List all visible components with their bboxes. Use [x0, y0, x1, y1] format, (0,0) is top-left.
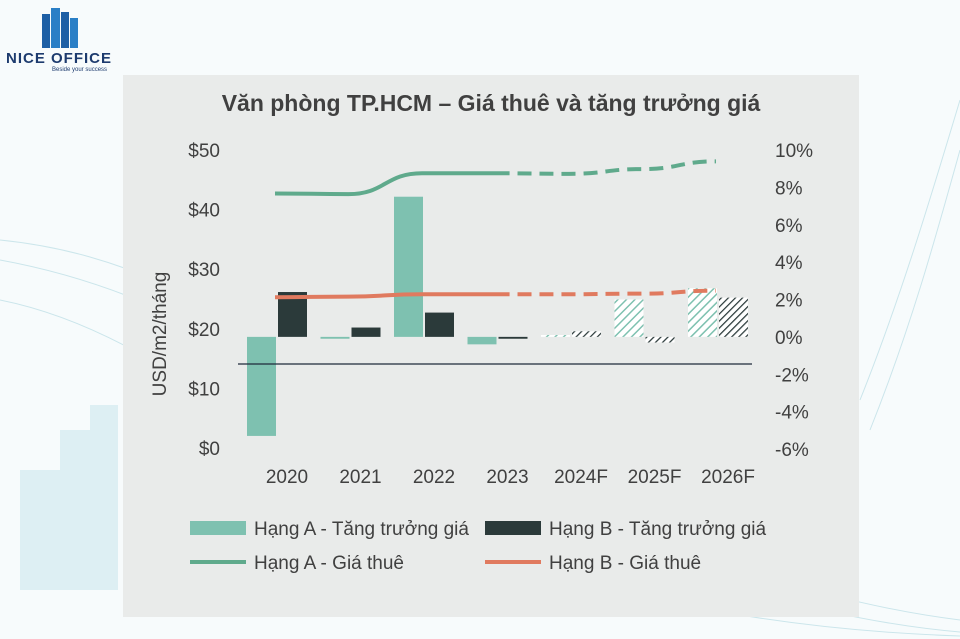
line-hang-b-actual: [274, 292, 496, 300]
y-right-tick-label: -4%: [775, 403, 809, 424]
y-left-tick-label: $40: [188, 201, 220, 222]
bar-hang-b-2021: [351, 327, 381, 337]
line-hang-b-forecast: [495, 288, 717, 297]
bar-hang-b-2023: [498, 336, 528, 339]
bar-hang-a-2024F: [541, 335, 570, 337]
x-tick-label: 2023: [486, 467, 528, 488]
x-tick-label: 2022: [413, 467, 455, 488]
bar-hang-b-2022: [425, 312, 454, 337]
y-right-tick-label: 2%: [775, 291, 803, 312]
brand-tagline: Beside your success: [52, 67, 108, 73]
y-right-tick-label: 6%: [775, 216, 803, 237]
bar-hang-a-2026F: [688, 288, 717, 337]
legend-label: Hạng B - Tăng trưởng giá: [549, 519, 766, 540]
y-left-tick-label: $20: [188, 320, 220, 341]
bar-hang-b-2020: [278, 292, 307, 337]
x-tick-label: 2021: [339, 467, 381, 488]
line-hang-a-actual: [274, 171, 496, 197]
bar-hang-a-2021: [320, 336, 350, 339]
legend-label: Hạng B - Giá thuê: [549, 553, 701, 574]
y-right-tick-label: 10%: [775, 141, 813, 162]
line-hang-a-forecast: [495, 159, 717, 176]
bar-hang-a-2022: [394, 196, 423, 337]
y-right-tick-label: 0%: [775, 328, 803, 349]
bar-hang-b-2025F: [645, 336, 675, 343]
bar-hang-a-2025F: [614, 299, 644, 337]
bar-hang-b-2024F: [572, 331, 601, 337]
y-axis-label: USD/m2/tháng: [150, 272, 171, 397]
bar-hang-a-2020: [247, 336, 276, 436]
x-tick-label: 2026F: [701, 467, 755, 488]
x-tick-label: 2024F: [554, 467, 608, 488]
x-tick-label: 2025F: [628, 467, 682, 488]
legend-label: Hạng A - Giá thuê: [254, 553, 404, 574]
bar-hang-b-2026F: [719, 297, 748, 337]
legend-swatch: [485, 521, 541, 535]
y-right-tick-label: -6%: [775, 440, 809, 461]
brand-name: NICE OFFICE: [6, 50, 113, 67]
legend-label: Hạng A - Tăng trưởng giá: [254, 519, 469, 540]
y-right-tick-label: 4%: [775, 253, 803, 274]
y-left-tick-label: $0: [199, 439, 220, 460]
legend-swatch: [190, 521, 246, 535]
nice-office-logo: [42, 8, 78, 48]
bar-hang-a-2023: [467, 336, 497, 345]
x-tick-label: 2020: [266, 467, 308, 488]
y-left-tick-label: $30: [188, 260, 220, 281]
y-right-tick-label: -2%: [775, 365, 809, 386]
chart-title: Văn phòng TP.HCM – Giá thuê và tăng trưở…: [221, 90, 761, 116]
y-left-tick-label: $50: [188, 141, 220, 162]
y-left-tick-label: $10: [188, 379, 220, 400]
y-right-tick-label: 8%: [775, 178, 803, 199]
